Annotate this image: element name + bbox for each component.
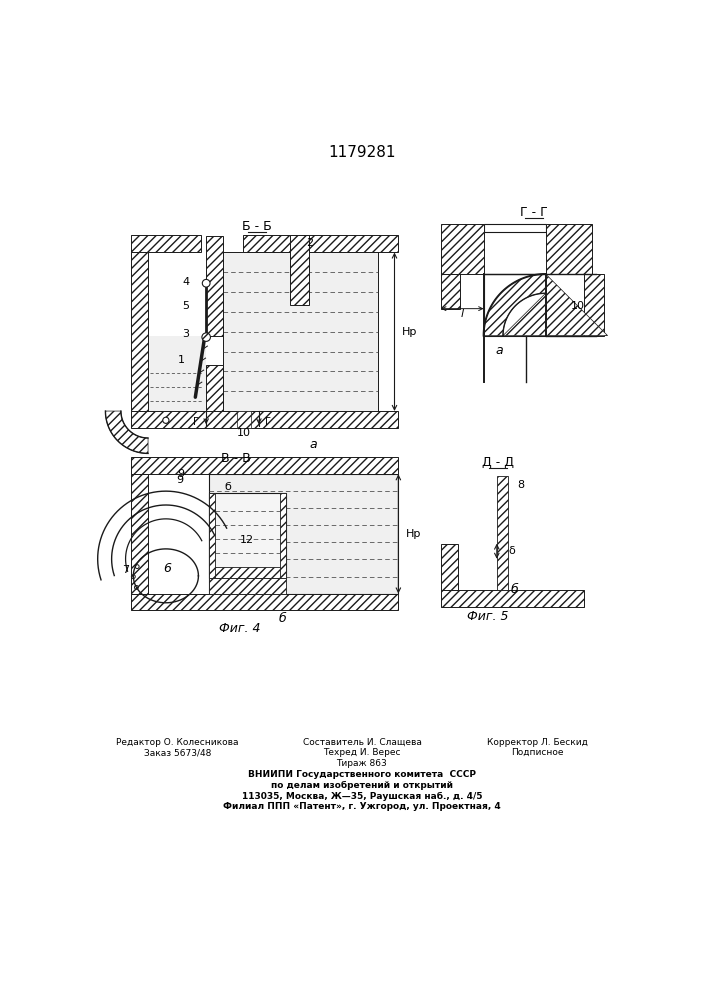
- Bar: [131, 457, 398, 474]
- Text: 10: 10: [237, 428, 251, 438]
- Bar: [131, 252, 148, 411]
- Bar: [441, 274, 460, 309]
- Text: 12: 12: [240, 535, 255, 545]
- Bar: [223, 252, 378, 411]
- Text: а: а: [496, 344, 503, 358]
- Text: Фиг. 5: Фиг. 5: [467, 610, 508, 623]
- Text: 8: 8: [518, 480, 525, 490]
- Circle shape: [202, 279, 210, 287]
- Bar: [585, 274, 604, 336]
- Text: Б - Б: Б - Б: [243, 220, 272, 233]
- Text: 3: 3: [182, 329, 189, 339]
- Bar: [148, 336, 206, 411]
- Text: по делам изобретений и открытий: по делам изобретений и открытий: [271, 781, 453, 790]
- Polygon shape: [484, 274, 607, 336]
- Text: Фиг. 4: Фиг. 4: [218, 622, 260, 635]
- Text: ВНИИПИ Государственного комитета  СССР: ВНИИПИ Государственного комитета СССР: [248, 770, 476, 779]
- Bar: [441, 590, 585, 607]
- Text: б: б: [510, 583, 518, 596]
- Text: Подписное: Подписное: [512, 748, 564, 757]
- Circle shape: [163, 417, 169, 423]
- Text: 4: 4: [182, 277, 189, 287]
- Polygon shape: [105, 411, 148, 453]
- Text: 1: 1: [177, 355, 185, 365]
- Text: 1179281: 1179281: [328, 145, 396, 160]
- Bar: [209, 567, 286, 578]
- Text: б: б: [224, 482, 231, 492]
- Bar: [546, 224, 592, 274]
- Text: Заказ 5673/48: Заказ 5673/48: [144, 748, 211, 757]
- Text: Филиал ППП «Патент», г. Ужгород, ул. Проектная, 4: Филиал ППП «Патент», г. Ужгород, ул. Про…: [223, 802, 501, 811]
- Text: Редактор О. Колесникова: Редактор О. Колесникова: [116, 738, 239, 747]
- Text: Тираж 863: Тираж 863: [337, 759, 387, 768]
- Text: Д - Д: Д - Д: [481, 456, 513, 469]
- Bar: [280, 493, 286, 578]
- Bar: [209, 493, 286, 578]
- Bar: [441, 224, 484, 274]
- Text: а: а: [310, 438, 317, 451]
- Text: 2: 2: [305, 238, 312, 248]
- Text: 5: 5: [182, 301, 189, 311]
- Text: В - В: В - В: [221, 452, 250, 465]
- Text: Г: Г: [193, 417, 199, 427]
- Text: Г: Г: [265, 417, 271, 427]
- Bar: [290, 235, 309, 305]
- Circle shape: [202, 333, 211, 341]
- Text: Hp: Hp: [402, 327, 418, 337]
- Text: б: б: [279, 612, 286, 625]
- Bar: [131, 411, 398, 428]
- Bar: [209, 493, 215, 578]
- Text: 6: 6: [163, 562, 171, 575]
- Text: 9: 9: [177, 469, 185, 479]
- Bar: [209, 474, 398, 594]
- Bar: [209, 578, 286, 594]
- Text: Техред И. Верес: Техред И. Верес: [323, 748, 401, 757]
- Bar: [237, 411, 251, 428]
- Text: Составитель И. Слащева: Составитель И. Слащева: [303, 738, 421, 747]
- Bar: [497, 476, 508, 590]
- Text: 9: 9: [176, 475, 183, 485]
- Bar: [131, 594, 398, 610]
- Text: 10: 10: [571, 301, 585, 311]
- Text: 7: 7: [122, 565, 129, 575]
- Text: Hp: Hp: [406, 529, 421, 539]
- Bar: [206, 235, 223, 336]
- Bar: [441, 544, 458, 590]
- Bar: [131, 235, 201, 252]
- Bar: [243, 235, 398, 252]
- Bar: [206, 365, 223, 411]
- Bar: [131, 474, 148, 594]
- Bar: [484, 274, 546, 336]
- Text: Г - Г: Г - Г: [520, 206, 548, 219]
- Text: l: l: [460, 309, 464, 319]
- Text: Корректор Л. Бескид: Корректор Л. Бескид: [487, 738, 588, 747]
- Polygon shape: [105, 411, 148, 453]
- Bar: [484, 224, 546, 232]
- Text: 113035, Москва, Ж—35, Раушская наб., д. 4/5: 113035, Москва, Ж—35, Раушская наб., д. …: [242, 791, 482, 801]
- Text: δ: δ: [508, 546, 515, 556]
